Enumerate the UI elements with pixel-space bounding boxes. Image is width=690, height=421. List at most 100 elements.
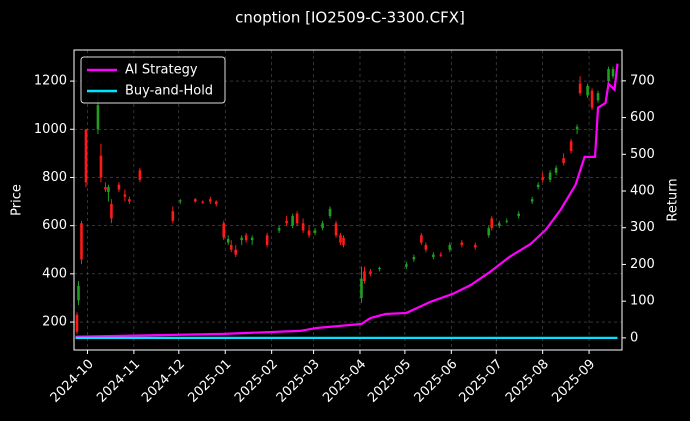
candle-body (432, 254, 435, 257)
y-axis-label: Price (10, 184, 25, 216)
candle-body (240, 237, 243, 241)
x-tick-label: 2025-03 (274, 357, 323, 406)
candle-body (497, 223, 501, 226)
plot-frame (73, 49, 623, 351)
y2-tick-label: 500 (630, 147, 655, 162)
x-tick-label: 2025-08 (503, 357, 552, 406)
candle-body (586, 85, 589, 96)
chart-title: cnoption [IO2509-C-3300.CFX] (235, 9, 465, 27)
candle-body (562, 158, 565, 164)
candle-body (420, 235, 423, 243)
y-tick-label: 800 (42, 170, 67, 185)
x-tick-label: 2025-04 (320, 357, 369, 406)
x-tick-label: 2025-01 (186, 357, 235, 406)
candle-body (460, 242, 464, 245)
y-tick-label: 600 (42, 218, 67, 233)
candle-body (596, 93, 600, 101)
candle-body (554, 167, 558, 173)
candle-body (328, 208, 332, 217)
x-tick-label: 2025-09 (549, 357, 598, 406)
candle-body (334, 223, 338, 236)
candle-body (291, 216, 294, 226)
x-tick-label: 2025-06 (412, 357, 461, 406)
candle-body (424, 244, 428, 250)
candle-body (80, 223, 83, 260)
candle-body (104, 187, 107, 190)
candle-body (578, 83, 582, 94)
candle-body (226, 238, 230, 243)
candle-body (138, 170, 142, 180)
candle-body (110, 203, 113, 219)
candle-body (378, 267, 381, 270)
candle-body (234, 249, 238, 255)
candle-body (277, 228, 281, 231)
y2-tick-label: 300 (630, 220, 655, 235)
candle-body (505, 220, 509, 222)
y-tick-label: 200 (42, 315, 67, 330)
candle-body (301, 223, 305, 231)
candle-body (611, 69, 615, 77)
candle-body (569, 141, 573, 151)
x-tick-label: 2024-11 (94, 357, 143, 406)
series-line (75, 63, 619, 338)
candle-body (201, 201, 205, 203)
candle-body (548, 172, 552, 180)
legend-label: AI Strategy (125, 63, 198, 78)
candle-body (369, 271, 372, 274)
legend: AI Strategy Buy-and-Hold (80, 56, 226, 104)
candle-body (541, 177, 544, 180)
y-tick-label: 400 (42, 266, 67, 281)
candle-body (250, 237, 254, 241)
candle-body (244, 235, 248, 241)
candle-body (363, 271, 366, 282)
y2-tick-label: 100 (630, 294, 655, 309)
candle-body (590, 90, 594, 108)
candle-body (360, 278, 363, 298)
candle-body (342, 237, 345, 245)
candle-body (412, 256, 416, 260)
candle-body (405, 264, 408, 267)
candle-body (123, 194, 127, 197)
candle-body (339, 235, 342, 243)
y-tick-label: 1200 (34, 74, 67, 89)
y2-tick-label: 700 (630, 73, 655, 88)
candle-body (265, 235, 269, 245)
candle-body (222, 223, 226, 238)
candle-body (536, 184, 540, 188)
candle-body (295, 213, 299, 224)
candle-body (208, 199, 212, 202)
candle-body (307, 230, 311, 236)
y2-axis-label: Return (666, 178, 681, 221)
candle-body (107, 187, 110, 192)
y2-tick-label: 200 (630, 257, 655, 272)
x-tick-label: 2025-07 (457, 357, 506, 406)
candle-body (439, 254, 443, 256)
candle-body (517, 213, 520, 217)
candle-body (99, 155, 103, 178)
candle-body (214, 201, 218, 204)
y2-tick-label: 0 (630, 330, 638, 345)
candle-body (575, 126, 579, 130)
candle-body (448, 244, 452, 250)
candle-body (77, 285, 80, 301)
x-tick-label: 2024-12 (139, 357, 188, 406)
candle-body (313, 230, 317, 233)
candle-body (171, 211, 175, 221)
y-tick-label: 1000 (34, 122, 67, 137)
y2-tick-label: 600 (630, 110, 655, 125)
candle-body (490, 218, 494, 229)
x-tick-label: 2024-10 (48, 357, 97, 406)
candle-body (487, 228, 491, 236)
candle-body (607, 69, 610, 82)
candle-body (84, 129, 88, 183)
x-tick-label: 2025-05 (365, 357, 414, 406)
candle-body (75, 314, 79, 332)
y2-tick-label: 400 (630, 184, 655, 199)
candle-body (285, 220, 288, 224)
candle-body (96, 105, 100, 130)
candle-body (321, 223, 324, 229)
candle-body (193, 199, 197, 202)
candle-body (117, 184, 121, 190)
candle-body (473, 244, 477, 248)
